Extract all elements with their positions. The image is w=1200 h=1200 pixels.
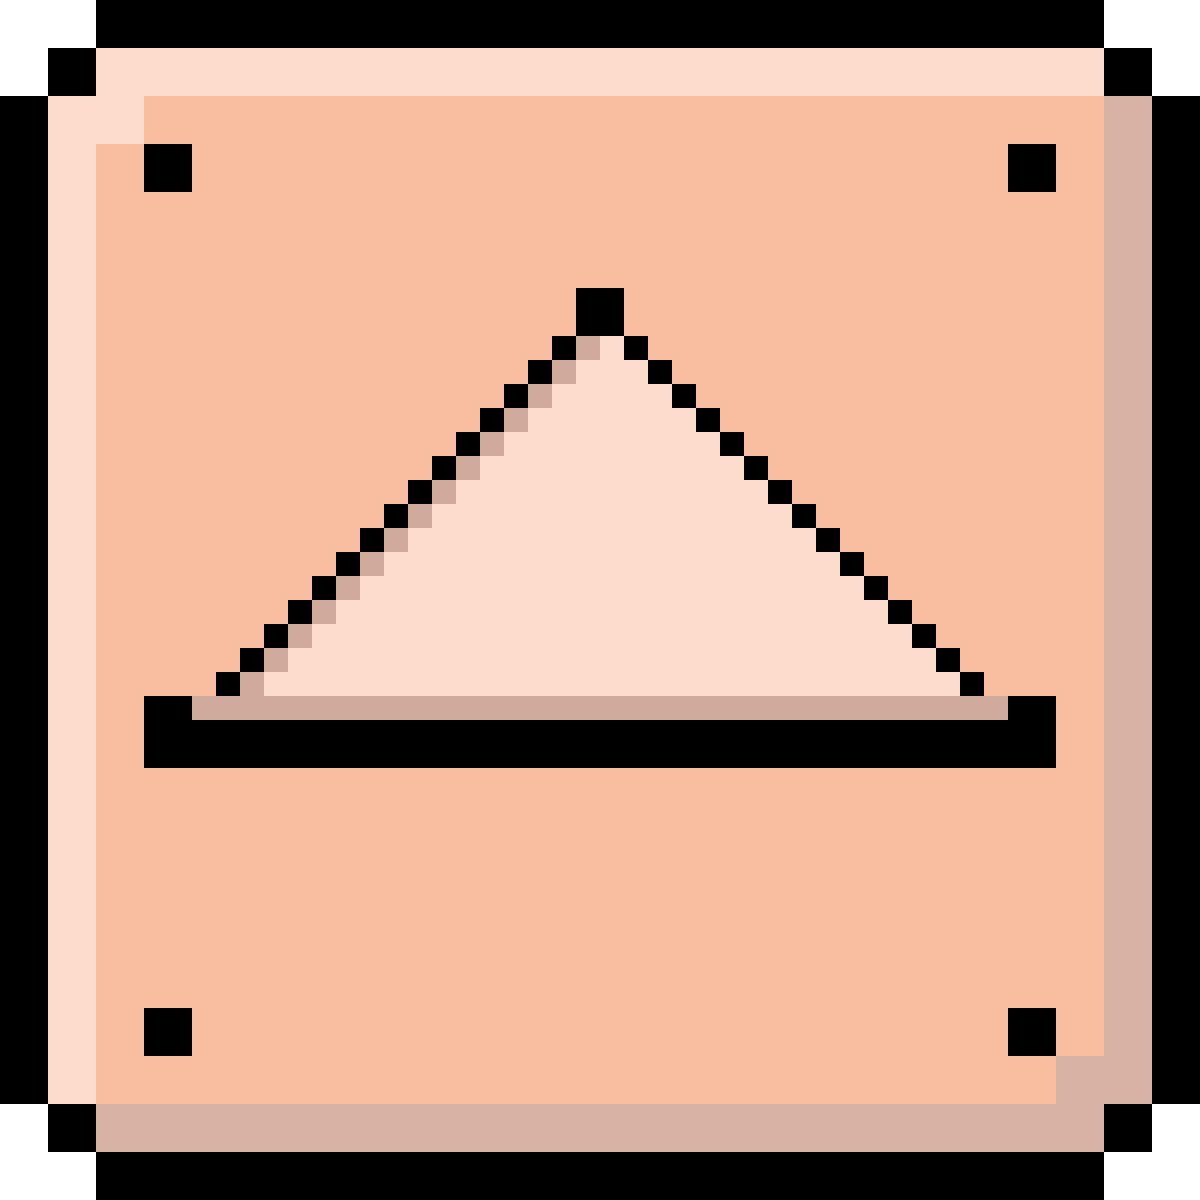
arrow-outline-left xyxy=(336,552,360,576)
arrow-shadow-left xyxy=(480,432,504,456)
arrow-shadow-left xyxy=(504,408,528,432)
arrow-outline-left xyxy=(360,528,384,552)
bevel-highlight-inner xyxy=(96,96,144,144)
arrow-outline-right xyxy=(864,576,888,600)
arrow-outline-left xyxy=(264,624,288,648)
outline-corner-tr xyxy=(1104,48,1152,96)
arrow-shadow-left xyxy=(408,504,432,528)
arrow-outline-left xyxy=(288,600,312,624)
arrow-outline-left xyxy=(408,480,432,504)
arrow-outline-left xyxy=(432,456,456,480)
arrow-shadow-left xyxy=(456,456,480,480)
arrow-outline-right xyxy=(624,336,648,360)
arrow-shadow-left xyxy=(528,384,552,408)
arrow-apex xyxy=(576,288,624,312)
arrow-base-left-cap xyxy=(144,696,192,720)
arrow-shadow-base xyxy=(192,696,1008,720)
arrow-outline-right xyxy=(696,408,720,432)
rivet-2 xyxy=(1008,144,1056,192)
arrow-outline-left xyxy=(504,384,528,408)
arrow-shadow-left xyxy=(552,360,576,384)
arrow-shadow-left xyxy=(576,336,600,360)
outline-top xyxy=(96,0,1104,48)
arrow-fill-row xyxy=(360,552,840,576)
arrow-shadow-left xyxy=(264,648,288,672)
arrow-outline-right xyxy=(960,672,984,696)
arrow-fill-row xyxy=(384,528,816,552)
outline-corner-bl xyxy=(48,1104,96,1152)
arrow-fill-row xyxy=(480,432,720,456)
arrow-shadow-left xyxy=(312,600,336,624)
arrow-outline-left xyxy=(552,336,576,360)
rivet-1 xyxy=(144,144,192,192)
arrow-shadow-left xyxy=(432,480,456,504)
arrow-outline-right xyxy=(720,432,744,456)
arrow-base-outline xyxy=(144,720,1056,768)
arrow-outline-left xyxy=(528,360,552,384)
arrow-outline-left xyxy=(240,648,264,672)
arrow-outline-right xyxy=(912,624,936,648)
arrow-fill-row xyxy=(264,648,936,672)
arrow-outline-left xyxy=(384,504,408,528)
arrow-shadow-left xyxy=(288,624,312,648)
arrow-outline-right xyxy=(600,312,624,336)
arrow-outline-right xyxy=(744,456,768,480)
bevel-highlight-top xyxy=(96,48,1104,96)
arrow-fill-row xyxy=(288,624,912,648)
bevel-highlight-left xyxy=(48,96,96,1104)
arrow-outline-left xyxy=(456,432,480,456)
arrow-shadow-left xyxy=(360,552,384,576)
bevel-shadow-right xyxy=(1104,96,1152,1104)
arrow-fill-row xyxy=(408,504,792,528)
arrow-outline-right xyxy=(648,360,672,384)
arrow-fill-row xyxy=(432,480,768,504)
arrow-outline-right xyxy=(792,504,816,528)
arrow-shadow-left xyxy=(240,672,264,696)
arrow-fill-row xyxy=(504,408,696,432)
bevel-shadow-bottom xyxy=(96,1104,1104,1152)
arrow-shadow-left xyxy=(384,528,408,552)
arrow-base-right-cap xyxy=(1008,696,1056,720)
outline-left xyxy=(0,96,48,1104)
bevel-shadow-corner xyxy=(1056,1056,1104,1104)
up-arrow-triangle xyxy=(144,288,1056,768)
arrow-outline-left xyxy=(480,408,504,432)
rivet-4 xyxy=(1008,1008,1056,1056)
arrow-outline-right xyxy=(768,480,792,504)
arrow-outline-right xyxy=(936,648,960,672)
outline-corner-tl xyxy=(48,48,96,96)
rivet-3 xyxy=(144,1008,192,1056)
arrow-outline-left xyxy=(576,312,600,336)
arrow-fill-row xyxy=(240,672,960,696)
arrow-outline-right xyxy=(840,552,864,576)
outline-right xyxy=(1152,96,1200,1104)
corner-rivets xyxy=(144,144,1056,1056)
arrow-fill-row xyxy=(456,456,744,480)
arrow-fill-row xyxy=(312,600,888,624)
arrow-shadow-left xyxy=(336,576,360,600)
arrow-outline-left xyxy=(216,672,240,696)
arrow-outline-left xyxy=(312,576,336,600)
outline-corner-br xyxy=(1104,1104,1152,1152)
outline-bottom xyxy=(96,1152,1104,1200)
arrow-outline-right xyxy=(888,600,912,624)
arrow-fill-row xyxy=(336,576,864,600)
arrow-outline-right xyxy=(672,384,696,408)
arrow-outline-right xyxy=(816,528,840,552)
